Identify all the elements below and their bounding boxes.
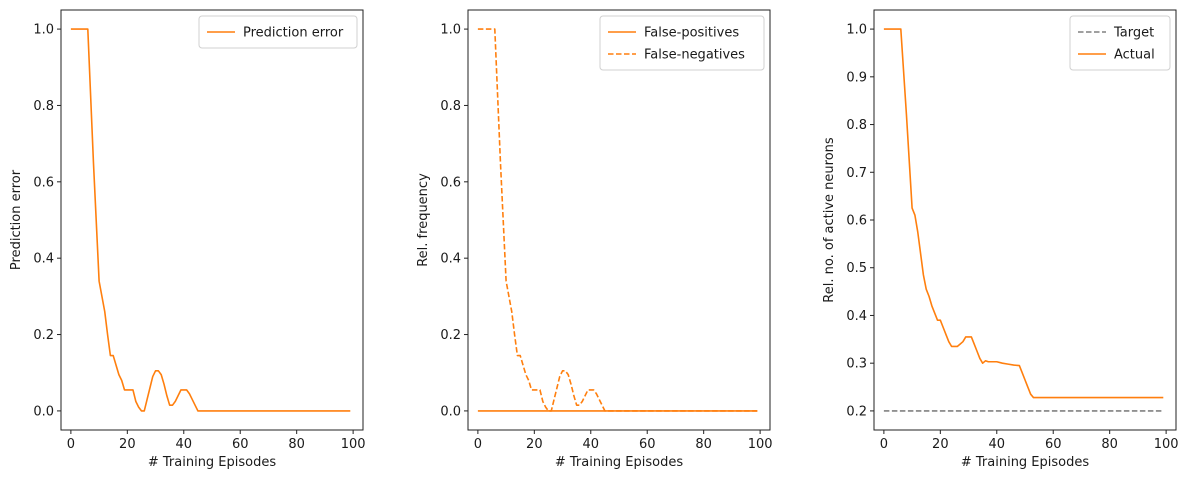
axes-frame: [467, 9, 771, 431]
x-tick-label: 40: [176, 437, 193, 452]
legend-label: False-negatives: [644, 48, 745, 63]
x-tick-label: 80: [288, 437, 305, 452]
series-line-3-2: [883, 28, 1164, 399]
legend-box: [1069, 15, 1171, 71]
x-tick-label: 60: [1045, 437, 1062, 452]
legend-label: False-positives: [644, 26, 739, 41]
y-tick-label: 0.6: [440, 175, 461, 190]
legend-box: [198, 15, 358, 49]
series-line-2-2: [477, 28, 758, 412]
chart-panel-1: 0 20 40 60 80 100 0.0 0.2 0.4 0.6 0.8 1.0 # Training…: [9, 9, 366, 470]
y-tick-label: 0.2: [33, 328, 54, 343]
y-axis-label: Prediction error: [9, 169, 24, 270]
series-line-1-1: [70, 28, 351, 412]
y-tick-label: 0.7: [846, 166, 867, 181]
y-tick-label: 0.8: [440, 99, 461, 114]
x-tick-label: 20: [932, 437, 949, 452]
y-tick-label: 0.0: [440, 404, 461, 419]
y-tick-label: 1.0: [33, 23, 54, 38]
y-axis-label: Rel. frequency: [416, 173, 431, 267]
legend: False-positives False-negatives: [599, 15, 765, 71]
y-tick-label: 0.6: [846, 214, 867, 229]
legend-label: Prediction error: [243, 26, 344, 41]
legend-box: [599, 15, 765, 71]
y-tick-label: 0.9: [846, 70, 867, 85]
x-tick-label: 0: [880, 437, 888, 452]
chart-panel-3: 0 20 40 60 80 100 0.2 0.3 0.4 0.5 0.6 0.7 0.8 0.9 1.0 #…: [822, 9, 1179, 470]
x-tick-label: 60: [232, 437, 249, 452]
y-axis-label: Rel. no. of active neurons: [822, 137, 837, 303]
y-tick-label: 0.4: [846, 309, 867, 324]
x-tick-label: 60: [639, 437, 656, 452]
x-axis-label: # Training Episodes: [555, 455, 684, 470]
legend: Prediction error: [198, 15, 358, 49]
legend-label: Actual: [1114, 48, 1155, 63]
x-tick-label: 20: [119, 437, 136, 452]
axes-frame: [873, 9, 1177, 431]
y-tick-label: 0.4: [440, 252, 461, 267]
y-tick-label: 1.0: [440, 23, 461, 38]
y-tick-label: 1.0: [846, 23, 867, 38]
legend: Target Actual: [1069, 15, 1171, 71]
x-tick-label: 40: [583, 437, 600, 452]
x-tick-label: 0: [67, 437, 75, 452]
legend-label: Target: [1113, 26, 1154, 41]
x-tick-label: 0: [474, 437, 482, 452]
axes-frame: [60, 9, 364, 431]
x-tick-label: 80: [1101, 437, 1118, 452]
x-tick-label: 20: [526, 437, 543, 452]
x-tick-label: 100: [341, 437, 366, 452]
y-tick-label: 0.2: [440, 328, 461, 343]
y-tick-label: 0.4: [33, 252, 54, 267]
y-tick-label: 0.5: [846, 261, 867, 276]
y-tick-label: 0.2: [846, 404, 867, 419]
x-tick-label: 100: [1154, 437, 1179, 452]
y-tick-label: 0.8: [33, 99, 54, 114]
y-tick-label: 0.0: [33, 404, 54, 419]
x-tick-label: 100: [748, 437, 773, 452]
x-tick-label: 40: [989, 437, 1006, 452]
x-tick-label: 80: [695, 437, 712, 452]
y-tick-label: 0.8: [846, 118, 867, 133]
y-tick-label: 0.3: [846, 357, 867, 372]
x-axis-label: # Training Episodes: [148, 455, 277, 470]
x-axis-label: # Training Episodes: [961, 455, 1090, 470]
chart-panel-2: 0 20 40 60 80 100 0.0 0.2 0.4 0.6 0.8 1.0 # Training…: [416, 9, 773, 470]
y-tick-label: 0.6: [33, 175, 54, 190]
